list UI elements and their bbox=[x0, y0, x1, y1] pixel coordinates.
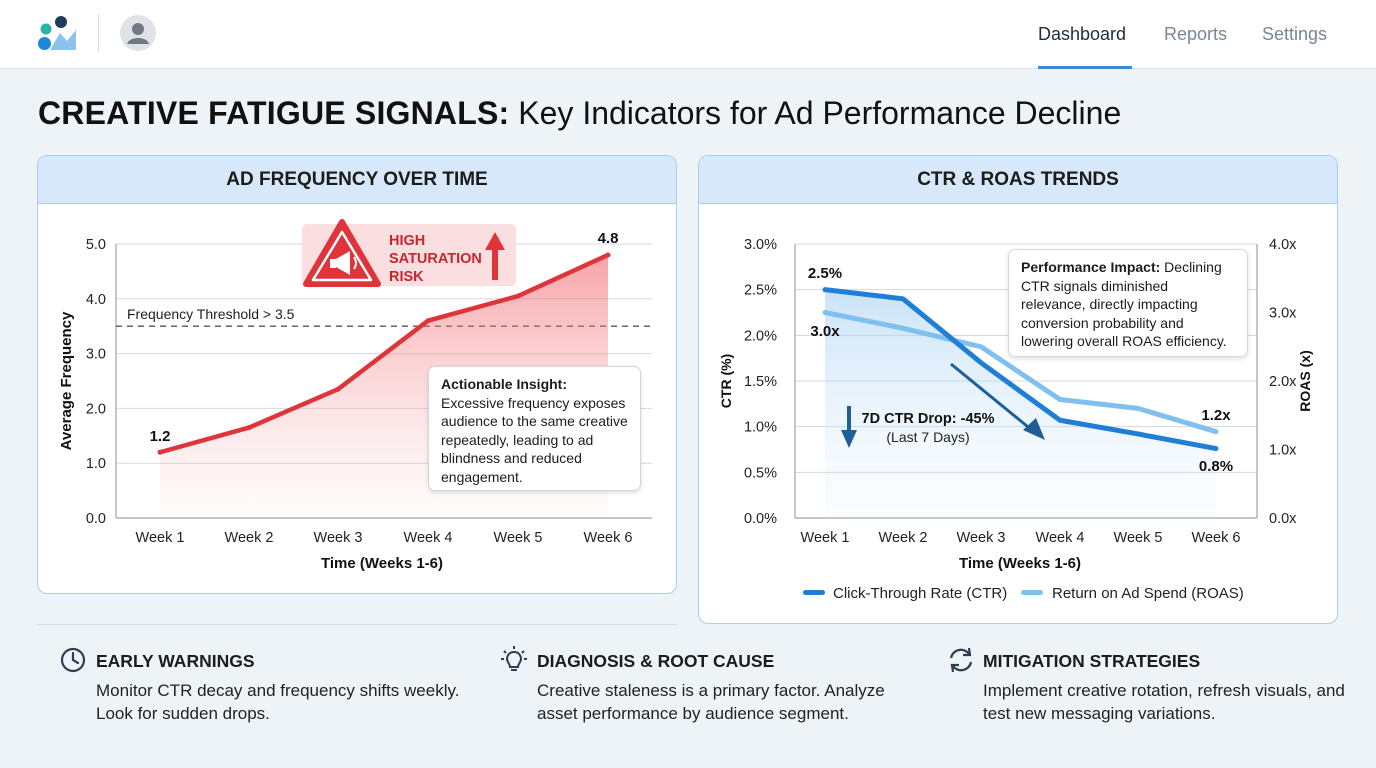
left-y-tick-label: 2.5% bbox=[744, 283, 777, 299]
x-tick-label: Week 2 bbox=[225, 530, 274, 546]
ctr-roas-panel: CTR & ROAS TRENDS 0.0% 0.5% 1.0% 1.5% 2.0% 2.… bbox=[698, 155, 1338, 624]
risk-badge-line2: SATURATION bbox=[389, 251, 482, 267]
top-navigation-bar: Dashboard Reports Settings bbox=[0, 0, 1376, 69]
app-logo[interactable] bbox=[36, 15, 78, 53]
frequency-line bbox=[157, 252, 611, 455]
insight-heading: Actionable Insight: bbox=[441, 376, 567, 392]
x-tick-label: Week 2 bbox=[879, 530, 928, 546]
ctr-start-label: 2.5% bbox=[808, 265, 842, 282]
impact-text: Declining CTR signals diminished relevan… bbox=[1021, 259, 1227, 349]
right-y-tick-label: 4.0x bbox=[1269, 237, 1297, 253]
frequency-point bbox=[157, 449, 163, 455]
y-tick-label: 3.0 bbox=[86, 347, 106, 363]
left-y-tick-label: 3.0% bbox=[744, 237, 777, 253]
lightbulb-icon bbox=[501, 646, 527, 671]
ctr-roas-chart: 0.0% 0.5% 1.0% 1.5% 2.0% 2.5% 3.0% 0.0x 1.0x 2.0x… bbox=[718, 237, 1313, 602]
active-tab-indicator bbox=[1038, 66, 1132, 69]
impact-heading: Performance Impact: bbox=[1021, 259, 1161, 275]
y-axis-title: Average Frequency bbox=[58, 311, 75, 450]
page-title-rest: Key Indicators for Ad Performance Declin… bbox=[509, 95, 1122, 131]
page-title: CREATIVE FATIGUE SIGNALS: Key Indicators… bbox=[38, 95, 1121, 132]
legend-label-ctr: Click-Through Rate (CTR) bbox=[833, 585, 1007, 602]
up-arrow-icon bbox=[485, 232, 505, 280]
frequency-point bbox=[335, 386, 341, 392]
y-tick-label: 4.0 bbox=[86, 292, 106, 308]
right-y-tick-label: 3.0x bbox=[1269, 306, 1297, 322]
nav-settings[interactable]: Settings bbox=[1262, 24, 1328, 44]
right-y-tick-label: 1.0x bbox=[1269, 443, 1297, 459]
info-text: Monitor CTR decay and frequency shifts w… bbox=[96, 681, 460, 723]
down-arrow-icon bbox=[841, 406, 857, 448]
left-axis-title: CTR (%) bbox=[718, 354, 734, 408]
page-title-bold: CREATIVE FATIGUE SIGNALS: bbox=[38, 95, 510, 131]
actionable-insight-callout: Actionable Insight: Excessive frequency … bbox=[428, 366, 641, 491]
right-y-tick-label: 0.0x bbox=[1269, 511, 1297, 527]
threshold-label: Frequency Threshold > 3.5 bbox=[127, 306, 295, 322]
chart-legend: Click-Through Rate (CTR) Return on Ad Sp… bbox=[803, 585, 1244, 602]
risk-badge-line3: RISK bbox=[389, 269, 424, 285]
frequency-point bbox=[246, 425, 252, 431]
x-tick-label: Week 4 bbox=[1036, 530, 1085, 546]
roas-line bbox=[822, 310, 1219, 435]
ctr-roas-panel-title: CTR & ROAS TRENDS bbox=[699, 156, 1337, 204]
user-avatar[interactable] bbox=[120, 15, 156, 51]
high-saturation-risk-badge: HIGH SATURATION RISK bbox=[302, 219, 516, 287]
legend-swatch-roas bbox=[1021, 590, 1043, 595]
refresh-icon bbox=[949, 647, 973, 673]
x-tick-label: Week 3 bbox=[957, 530, 1006, 546]
right-axis-title: ROAS (x) bbox=[1297, 350, 1313, 411]
x-tick-label: Week 6 bbox=[584, 530, 633, 546]
insight-text: Excessive frequency exposes audience to … bbox=[441, 394, 628, 485]
megaphone-warning-icon bbox=[303, 219, 381, 287]
info-text: Creative staleness is a primary factor. … bbox=[537, 681, 885, 723]
left-y-tick-label: 0.0% bbox=[744, 511, 777, 527]
x-tick-label: Week 6 bbox=[1192, 530, 1241, 546]
legend-swatch-ctr bbox=[803, 590, 825, 595]
x-tick-label: Week 5 bbox=[494, 530, 543, 546]
roas-end-label: 1.2x bbox=[1201, 407, 1231, 424]
x-axis-title: Time (Weeks 1-6) bbox=[959, 555, 1081, 572]
x-axis-title: Time (Weeks 1-6) bbox=[321, 555, 443, 572]
x-tick-label: Week 3 bbox=[314, 530, 363, 546]
left-y-tick-label: 0.5% bbox=[744, 465, 777, 481]
ctr-area-fill bbox=[825, 289, 1216, 518]
left-y-tick-label: 1.0% bbox=[744, 420, 777, 436]
x-tick-label: Week 1 bbox=[801, 530, 850, 546]
start-value-label: 1.2 bbox=[150, 428, 171, 445]
header-divider bbox=[98, 14, 99, 52]
x-tick-label: Week 1 bbox=[136, 530, 185, 546]
end-value-label: 4.8 bbox=[598, 230, 619, 247]
frequency-point bbox=[605, 252, 611, 258]
ctr-line bbox=[822, 287, 1219, 452]
risk-badge-line1: HIGH bbox=[389, 233, 425, 249]
roas-start-label: 3.0x bbox=[810, 323, 840, 340]
frequency-point bbox=[515, 293, 521, 299]
section-divider bbox=[37, 624, 677, 625]
ad-frequency-panel-title: AD FREQUENCY OVER TIME bbox=[38, 156, 676, 204]
nav-reports[interactable]: Reports bbox=[1164, 24, 1228, 44]
ctr-drop-period: (Last 7 Days) bbox=[886, 429, 969, 445]
frequency-point bbox=[425, 318, 431, 324]
left-y-tick-label: 2.0% bbox=[744, 328, 777, 344]
clock-icon bbox=[60, 647, 86, 673]
y-tick-label: 2.0 bbox=[86, 401, 106, 417]
y-tick-label: 5.0 bbox=[86, 237, 106, 253]
info-title: EARLY WARNINGS bbox=[96, 651, 255, 671]
nav-dashboard[interactable]: Dashboard bbox=[1038, 24, 1127, 44]
info-title: MITIGATION STRATEGIES bbox=[983, 651, 1201, 671]
performance-impact-callout: Performance Impact: Declining CTR signal… bbox=[1008, 249, 1248, 357]
left-y-tick-label: 1.5% bbox=[744, 374, 777, 390]
y-tick-label: 0.0 bbox=[86, 511, 106, 527]
ad-frequency-panel: AD FREQUENCY OVER TIME 0.0 1.0 2.0 3.0 4.0 5.… bbox=[37, 155, 677, 594]
x-tick-label: Week 4 bbox=[404, 530, 453, 546]
info-title: DIAGNOSIS & ROOT CAUSE bbox=[537, 651, 775, 671]
x-tick-label: Week 5 bbox=[1114, 530, 1163, 546]
y-tick-label: 1.0 bbox=[86, 456, 106, 472]
ctr-end-label: 0.8% bbox=[1199, 458, 1233, 475]
ctr-drop-label: 7D CTR Drop: -45% bbox=[862, 411, 995, 427]
downtrend-arrow-icon bbox=[950, 362, 1045, 440]
info-text: Implement creative rotation, refresh vis… bbox=[983, 681, 1345, 723]
legend-label-roas: Return on Ad Spend (ROAS) bbox=[1052, 585, 1244, 602]
right-y-tick-label: 2.0x bbox=[1269, 374, 1297, 390]
